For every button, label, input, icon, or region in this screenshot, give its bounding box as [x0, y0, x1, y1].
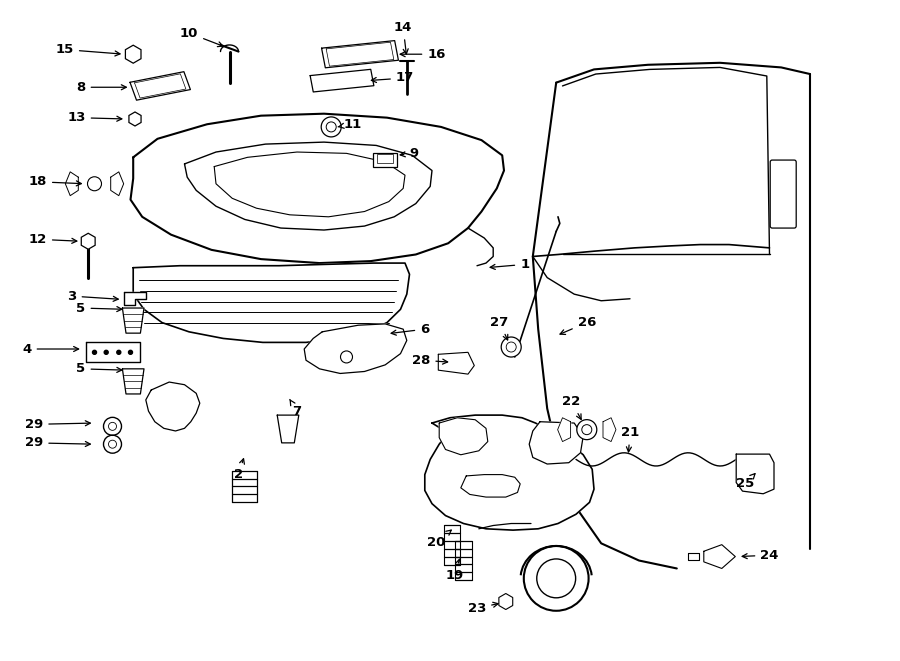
Polygon shape	[558, 418, 571, 442]
Polygon shape	[736, 454, 774, 494]
Circle shape	[93, 350, 96, 354]
Text: 18: 18	[29, 175, 81, 188]
Text: 25: 25	[736, 474, 755, 490]
Polygon shape	[603, 418, 616, 442]
Text: 5: 5	[76, 301, 122, 315]
Text: 29: 29	[25, 436, 90, 449]
Text: 16: 16	[400, 48, 446, 61]
Polygon shape	[146, 382, 200, 431]
Text: 20: 20	[428, 530, 451, 549]
Text: 17: 17	[372, 71, 414, 85]
Text: 3: 3	[68, 290, 118, 303]
Text: 2: 2	[234, 459, 245, 481]
Circle shape	[321, 117, 341, 137]
Circle shape	[129, 350, 132, 354]
Polygon shape	[438, 352, 474, 374]
Text: 5: 5	[76, 362, 122, 375]
Circle shape	[524, 546, 589, 611]
FancyBboxPatch shape	[770, 160, 796, 228]
Text: 29: 29	[25, 418, 90, 431]
Text: 7: 7	[290, 399, 302, 418]
Polygon shape	[461, 475, 520, 497]
Text: 4: 4	[22, 342, 78, 356]
Polygon shape	[111, 172, 123, 196]
Polygon shape	[122, 308, 144, 333]
Polygon shape	[130, 71, 191, 100]
Circle shape	[117, 350, 121, 354]
Polygon shape	[66, 172, 78, 196]
Circle shape	[501, 337, 521, 357]
Polygon shape	[86, 342, 140, 362]
Bar	[377, 154, 393, 163]
Text: 9: 9	[400, 147, 418, 160]
Text: 22: 22	[562, 395, 581, 419]
Polygon shape	[425, 415, 594, 530]
Text: 8: 8	[76, 81, 126, 94]
Polygon shape	[133, 263, 410, 342]
Polygon shape	[304, 324, 407, 373]
Polygon shape	[439, 418, 488, 455]
Circle shape	[104, 350, 108, 354]
Text: 11: 11	[338, 118, 362, 131]
Text: 14: 14	[394, 21, 412, 54]
Text: 21: 21	[621, 426, 639, 452]
Polygon shape	[277, 415, 299, 443]
Text: 28: 28	[412, 354, 447, 367]
Text: 19: 19	[446, 559, 464, 582]
Circle shape	[577, 420, 597, 440]
Text: 24: 24	[742, 549, 778, 562]
Text: 1: 1	[491, 258, 529, 271]
Polygon shape	[688, 553, 699, 560]
Polygon shape	[529, 422, 583, 464]
Bar	[374, 153, 397, 167]
Text: 13: 13	[68, 111, 122, 124]
Polygon shape	[321, 40, 399, 68]
Polygon shape	[310, 69, 374, 92]
Text: 10: 10	[180, 26, 223, 47]
Polygon shape	[704, 545, 735, 568]
Text: 15: 15	[56, 43, 120, 56]
Text: 23: 23	[468, 602, 498, 615]
Polygon shape	[122, 369, 144, 394]
Circle shape	[87, 176, 102, 191]
Text: 27: 27	[491, 316, 508, 340]
Text: 12: 12	[29, 233, 76, 246]
Polygon shape	[130, 114, 504, 263]
Text: 6: 6	[392, 323, 429, 336]
Polygon shape	[124, 292, 146, 305]
Text: 26: 26	[560, 316, 596, 334]
